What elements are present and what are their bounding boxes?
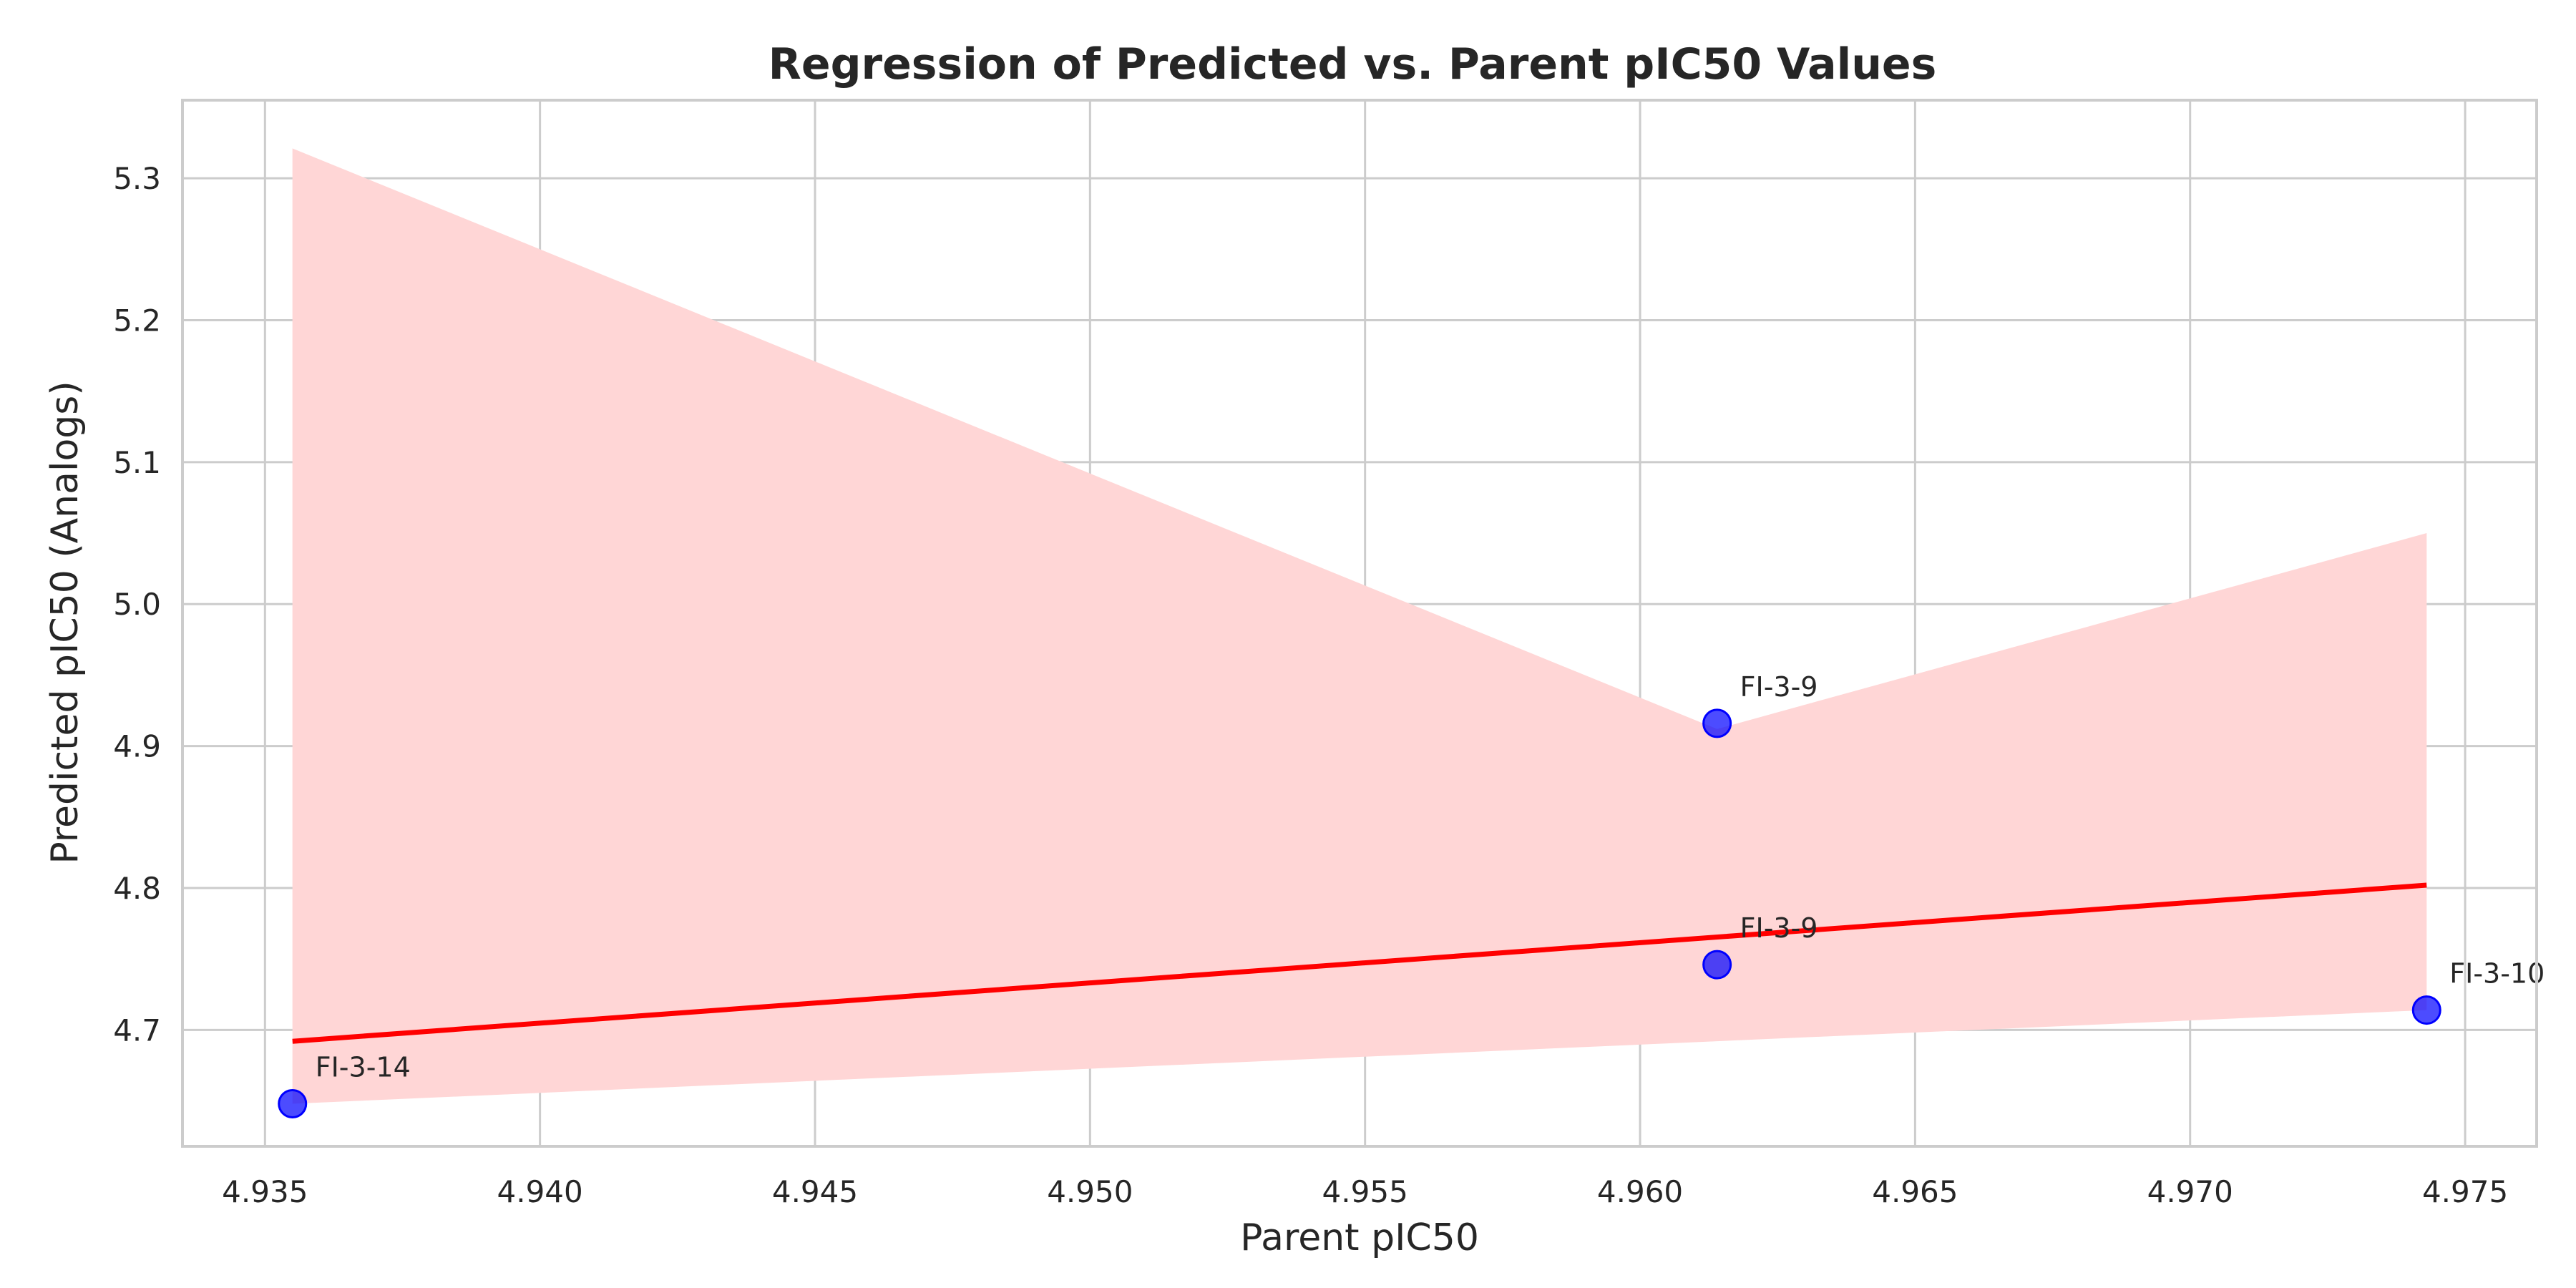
regression-line — [292, 882, 2427, 1044]
y-tick-label: 5.1 — [113, 445, 161, 480]
data-point — [278, 1088, 308, 1118]
x-tick-label: 4.970 — [2147, 1174, 2233, 1209]
point-label: FI-3-9 — [1740, 912, 1818, 944]
y-tick-label: 5.0 — [113, 587, 161, 622]
y-tick-label: 4.8 — [113, 871, 161, 906]
x-tick-label: 4.935 — [222, 1174, 308, 1209]
x-tick-label: 4.960 — [1597, 1174, 1683, 1209]
x-tick-label: 4.940 — [497, 1174, 583, 1209]
x-tick-label: 4.975 — [2422, 1174, 2508, 1209]
point-label: FI-3-9 — [1740, 671, 1818, 703]
x-tick-label: 4.950 — [1047, 1174, 1133, 1209]
point-label: FI-3-14 — [316, 1051, 411, 1083]
data-point — [2411, 995, 2441, 1025]
chart-title: Regression of Predicted vs. Parent pIC50… — [769, 39, 1937, 89]
y-tick-label: 5.3 — [113, 161, 161, 196]
point-label: FI-3-10 — [2449, 958, 2545, 990]
y-tick-labels: 4.7 4.8 4.9 5.0 5.1 5.2 5.3 — [113, 161, 161, 1048]
x-tick-label: 4.965 — [1872, 1174, 1958, 1209]
y-tick-label: 5.2 — [113, 303, 161, 338]
y-tick-label: 4.9 — [113, 729, 161, 764]
confidence-band — [292, 148, 2427, 1104]
x-tick-label: 4.945 — [772, 1174, 858, 1209]
y-axis-label: Predicted pIC50 (Analogs) — [44, 381, 87, 864]
plot-frame — [181, 99, 2538, 1148]
x-axis-label: Parent pIC50 — [1240, 1216, 1479, 1259]
data-points: FI-3-14 FI-3-9 FI-3-9 FI-3-10 — [278, 671, 2545, 1118]
data-point — [1702, 708, 1732, 738]
data-point — [1702, 950, 1732, 980]
y-tick-label: 4.7 — [113, 1013, 161, 1048]
x-tick-label: 4.955 — [1322, 1174, 1408, 1209]
x-tick-labels: 4.935 4.940 4.945 4.950 4.955 4.960 4.965 4.970… — [222, 1174, 2508, 1209]
